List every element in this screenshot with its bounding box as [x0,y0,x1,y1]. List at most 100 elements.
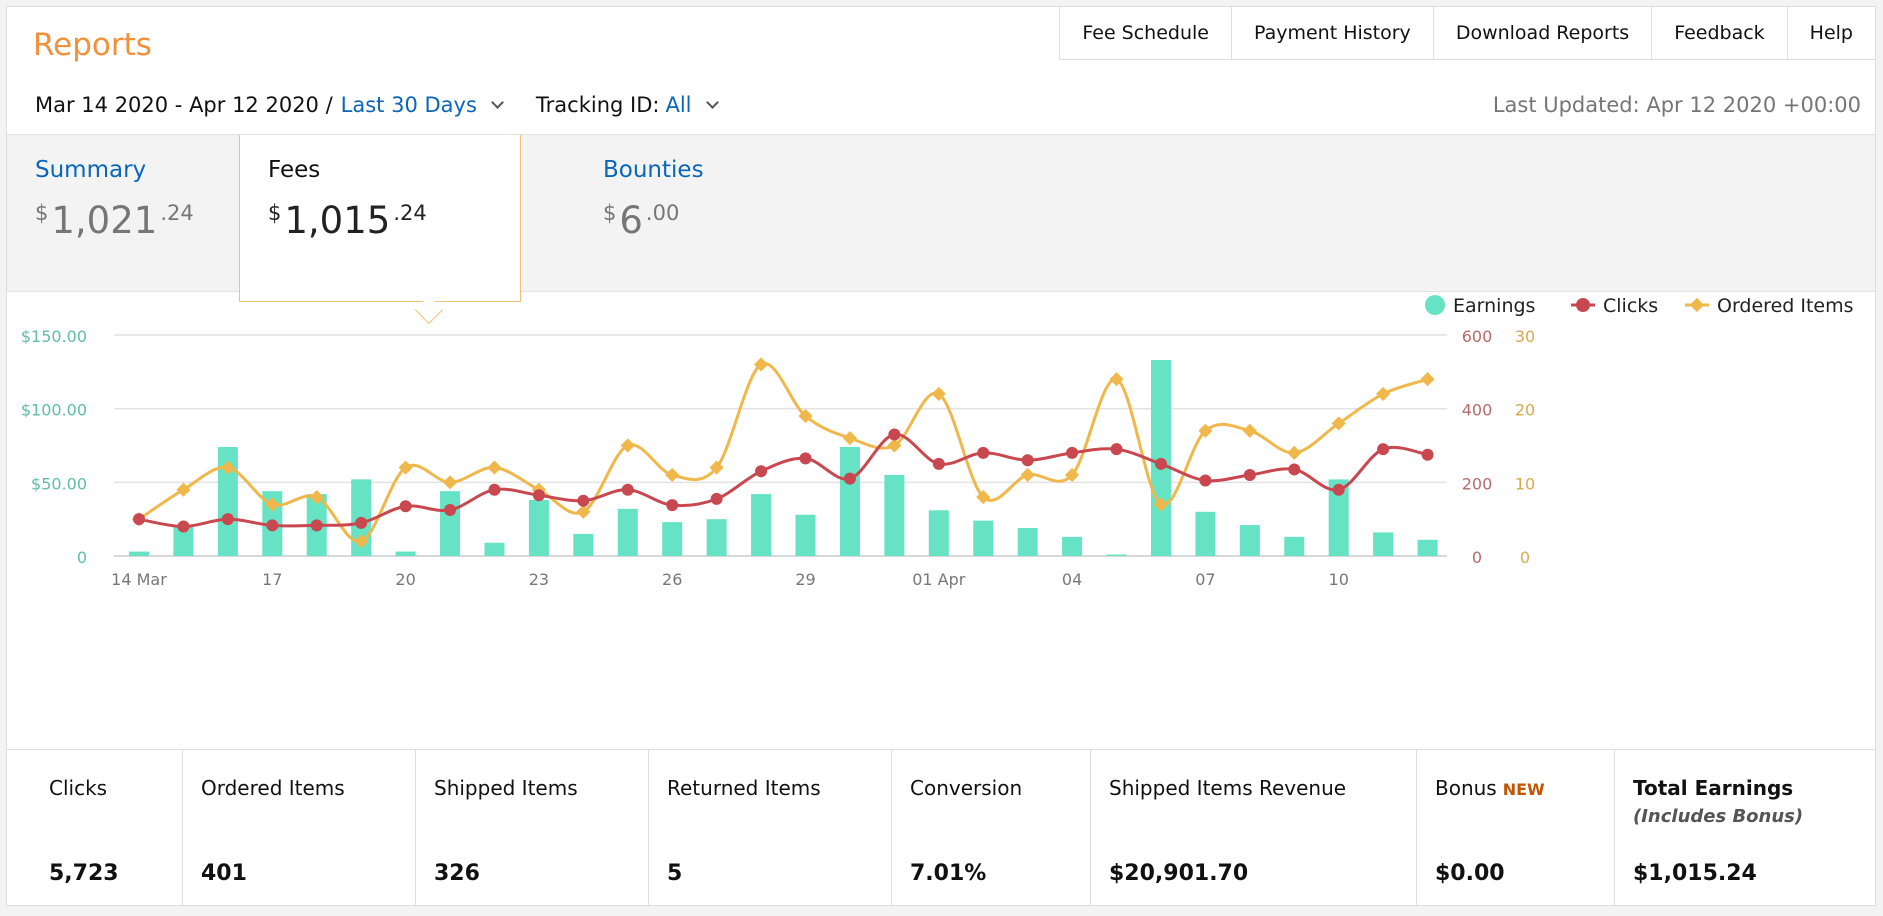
ordered-items-point [753,357,769,372]
help-button[interactable]: Help [1787,7,1875,59]
ordered-items-point [620,438,635,453]
x-tick-label: 17 [262,570,282,589]
x-tick-label: 20 [395,570,415,589]
ordered-items-point [1420,372,1435,387]
earnings-bar [1417,539,1438,556]
stat-label: Shipped Items [434,776,578,800]
stat-label: Total Earnings [1633,776,1794,800]
clicks-point [133,513,145,526]
y-tick-label: 400 [1462,401,1493,420]
tab-summary[interactable]: Summary $ 1,021 .24 [7,135,239,293]
earnings-bar [706,519,727,556]
y-tick-label: 10 [1515,474,1535,493]
top-nav: Fee Schedule Payment History Download Re… [1059,7,1875,60]
earnings-bar [928,510,949,556]
ordered-items-point [665,467,680,483]
earnings-bar [1062,536,1083,556]
clicks-point [1021,454,1034,467]
earnings-bar [1239,525,1260,556]
ordered-items-point [1065,467,1080,483]
new-badge: NEW [1502,780,1545,799]
clicks-point [355,516,368,529]
earnings-bar [1373,532,1394,556]
y-tick-label: 0 [1520,548,1530,567]
x-tick-label: 26 [662,570,682,589]
clicks-point [843,472,856,485]
stat-total-earnings: Total Earnings (Includes Bonus) $1,015.2… [1615,750,1875,906]
ordered-items-point [798,408,813,424]
clicks-point [1332,483,1345,496]
ordered-items-point [1198,423,1213,438]
currency-symbol: $ [35,201,49,225]
payment-history-button[interactable]: Payment History [1231,7,1434,59]
download-reports-button[interactable]: Download Reports [1433,7,1653,59]
clicks-point [1066,446,1079,459]
currency-symbol: $ [268,201,282,225]
stat-bonus: Bonus NEW $0.00 [1417,750,1615,906]
date-range-text: Mar 14 2020 - Apr 12 2020 / [35,93,333,117]
x-tick-label: 14 Mar [111,570,167,589]
earnings-bar [395,551,416,556]
clicks-point [266,519,279,532]
amount-whole: 1,021 [51,199,158,242]
stat-value: 5,723 [49,861,119,886]
date-range-dropdown[interactable]: Last 30 Days [340,93,477,117]
earnings-bar [795,514,816,556]
y-tick-label: 0 [1472,548,1482,567]
tab-fees[interactable]: Fees $ 1,015 .24 [239,135,521,302]
chevron-down-icon[interactable] [491,95,504,109]
reports-panel: Reports Fee Schedule Payment History Dow… [6,6,1876,906]
stat-label: Conversion [910,776,1023,800]
y-tick-label: 600 [1462,327,1493,346]
ordered-items-point [709,460,724,475]
clicks-point [488,483,501,496]
last-updated: Last Updated: Apr 12 2020 +00:00 [1492,93,1861,117]
chevron-down-icon[interactable] [705,95,719,109]
tab-bounties[interactable]: Bounties $ 6 .00 [575,135,855,293]
tracking-id-dropdown[interactable]: All [665,93,692,117]
earnings-bar [1195,511,1216,556]
ordered-items-point [1242,423,1257,438]
ordered-items-point [442,475,458,490]
clicks-point [710,492,723,505]
ordered-items-point [931,386,946,402]
stat-shipped-revenue: Shipped Items Revenue $20,901.70 [1091,750,1417,906]
stat-value: 326 [434,861,480,886]
stats-row: Clicks 5,723 Ordered Items 401 Shipped I… [7,749,1875,906]
summary-tabs: Summary $ 1,021 .24 Fees $ 1,015 .24 Bou… [7,134,1875,302]
x-tick-label: 23 [529,570,549,589]
ordered-items-point [842,431,858,446]
ordered-items-point [1376,386,1391,402]
stat-label-text: Bonus [1435,776,1497,800]
legend-ordered-swatch [1689,297,1705,313]
feedback-button[interactable]: Feedback [1652,7,1788,59]
clicks-point [221,513,234,526]
ordered-items-point [487,460,502,475]
tab-label: Bounties [603,157,704,183]
currency-symbol: $ [603,201,617,225]
amount-whole: 6 [619,199,643,242]
legend-earnings-swatch [1425,295,1445,315]
fee-schedule-button[interactable]: Fee Schedule [1060,7,1232,59]
stat-label: Bonus NEW [1435,776,1594,800]
clicks-point [1199,474,1212,487]
earnings-chart: $150.00 600 30 $100.00 400 20 $50.00 200 10 0 0 0 14… [7,294,1875,749]
ordered-items-point [1153,497,1169,512]
x-tick-label: 04 [1062,570,1082,589]
ordered-items-point [176,482,191,497]
earnings-bar [751,494,772,556]
earnings-bar [173,526,194,556]
page-title: Reports [33,27,152,63]
earnings-bar [662,522,683,556]
ordered-items-point [398,460,413,475]
earnings-bar [1106,554,1127,556]
y-tick-label: 20 [1515,401,1535,420]
clicks-point [799,452,812,465]
stat-conversion: Conversion 7.01% [892,750,1091,906]
tracking-label: Tracking ID: [535,93,660,117]
tracking-filter: Tracking ID: All [535,93,719,117]
ordered-items-point [309,489,324,505]
earnings-bar [839,446,860,556]
x-tick-label: 29 [795,570,815,589]
ordered-items-point [576,504,591,519]
